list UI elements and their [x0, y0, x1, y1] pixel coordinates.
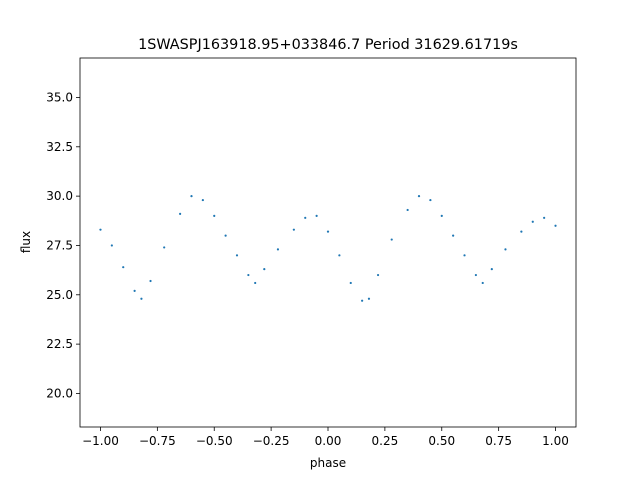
x-tick-label: −0.50: [196, 434, 233, 448]
y-tick-label: 20.0: [46, 386, 73, 400]
data-point: [110, 244, 113, 247]
y-tick-label: 27.5: [46, 238, 73, 252]
x-tick-label: 0.75: [485, 434, 512, 448]
data-point: [235, 254, 239, 257]
data-point: [224, 234, 227, 237]
x-tick-label: −0.75: [139, 434, 176, 448]
data-point: [463, 254, 466, 257]
x-tick-label: 0.00: [315, 434, 342, 448]
data-point: [520, 230, 523, 233]
data-point: [201, 198, 204, 202]
data-point: [417, 195, 421, 198]
data-point: [504, 248, 507, 251]
data-point: [490, 268, 493, 271]
data-point: [554, 224, 557, 227]
data-point: [452, 234, 455, 237]
data-point: [263, 268, 266, 271]
data-point: [247, 273, 250, 277]
data-point: [481, 281, 484, 285]
data-point: [99, 228, 102, 231]
y-axis: 20.0 22.5 25.0 27.5 30.0 32.5 35.0: [46, 90, 80, 400]
data-point: [440, 214, 443, 217]
data-point: [361, 299, 364, 302]
chart-title: 1SWASPJ163918.95+033846.7 Period 31629.6…: [138, 37, 518, 53]
data-point: [133, 289, 136, 292]
x-tick-label: 0.25: [372, 434, 399, 448]
data-point: [190, 195, 193, 198]
data-point: [292, 228, 295, 231]
data-point: [140, 297, 143, 300]
data-point: [429, 198, 432, 202]
x-tick-label: −1.00: [82, 434, 119, 448]
plot-frame: [79, 57, 577, 428]
x-tick-label: 1.00: [542, 434, 569, 448]
y-tick-label: 35.0: [46, 90, 73, 104]
x-tick-label: 0.50: [428, 434, 455, 448]
x-axis-label: phase: [310, 456, 346, 470]
data-point: [531, 220, 534, 223]
data-point: [304, 216, 307, 219]
data-point: [406, 208, 409, 212]
x-tick-label: −0.25: [253, 434, 290, 448]
data-point: [179, 212, 182, 215]
x-axis: −1.00 −0.75 −0.50 −0.25 0.00 0.25 0.50 0.75 1.00: [82, 427, 569, 448]
data-point: [367, 297, 371, 300]
data-point: [326, 230, 330, 233]
data-point: [390, 238, 393, 241]
data-point: [254, 281, 257, 285]
y-tick-label: 30.0: [46, 189, 73, 203]
data-point: [474, 273, 477, 277]
data-point: [276, 248, 280, 251]
y-tick-label: 32.5: [46, 140, 73, 154]
data-points: [99, 195, 557, 302]
data-point: [376, 273, 380, 277]
data-point: [315, 214, 318, 217]
data-point: [149, 279, 152, 283]
y-tick-label: 22.5: [46, 337, 73, 351]
y-tick-label: 25.0: [46, 288, 73, 302]
data-point: [122, 266, 125, 269]
data-point: [349, 281, 352, 285]
y-axis-label: flux: [19, 231, 33, 253]
data-point: [163, 246, 166, 249]
data-point: [338, 254, 341, 257]
data-point: [213, 214, 216, 217]
data-point: [543, 216, 546, 219]
